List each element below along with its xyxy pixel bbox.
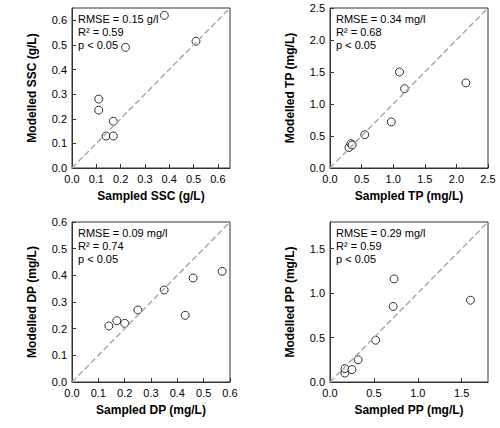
svg-text:R² = 0.59: R² = 0.59 bbox=[336, 240, 382, 252]
svg-text:Modelled DP (mg/L): Modelled DP (mg/L) bbox=[25, 246, 39, 358]
svg-text:0.4: 0.4 bbox=[52, 64, 67, 76]
svg-text:0.0: 0.0 bbox=[309, 162, 325, 174]
svg-text:0.4: 0.4 bbox=[52, 269, 67, 281]
svg-text:RMSE = 0.29 mg/l: RMSE = 0.29 mg/l bbox=[336, 227, 426, 239]
svg-text:2.5: 2.5 bbox=[310, 2, 325, 14]
svg-text:0.6: 0.6 bbox=[52, 216, 67, 228]
svg-text:1.5: 1.5 bbox=[310, 66, 325, 78]
svg-text:1.0: 1.0 bbox=[310, 287, 325, 299]
svg-text:p < 0.05: p < 0.05 bbox=[78, 253, 118, 265]
svg-text:Sampled SSC (g/L): Sampled SSC (g/L) bbox=[97, 189, 204, 203]
svg-text:2.5: 2.5 bbox=[480, 173, 495, 185]
svg-text:1.5: 1.5 bbox=[417, 173, 432, 185]
svg-text:1.0: 1.0 bbox=[410, 387, 425, 399]
svg-text:0.1: 0.1 bbox=[89, 173, 104, 185]
svg-text:2.0: 2.0 bbox=[310, 34, 325, 46]
svg-text:R² = 0.68: R² = 0.68 bbox=[336, 26, 382, 38]
svg-text:0.0: 0.0 bbox=[64, 387, 79, 399]
svg-text:R² = 0.74: R² = 0.74 bbox=[78, 240, 124, 252]
svg-text:0.1: 0.1 bbox=[91, 387, 106, 399]
svg-text:RMSE = 0.09 mg/l: RMSE = 0.09 mg/l bbox=[78, 227, 168, 239]
svg-text:2.0: 2.0 bbox=[449, 173, 464, 185]
svg-text:0.5: 0.5 bbox=[354, 173, 369, 185]
svg-text:0.0: 0.0 bbox=[309, 376, 325, 388]
svg-text:p < 0.05: p < 0.05 bbox=[336, 39, 376, 51]
svg-text:RMSE = 0.15 g/l: RMSE = 0.15 g/l bbox=[78, 13, 158, 25]
svg-text:0.5: 0.5 bbox=[196, 387, 211, 399]
svg-text:0.2: 0.2 bbox=[52, 113, 67, 125]
svg-text:0.3: 0.3 bbox=[52, 296, 67, 308]
svg-text:0.1: 0.1 bbox=[52, 349, 67, 361]
svg-text:1.0: 1.0 bbox=[386, 173, 401, 185]
svg-text:R² = 0.59: R² = 0.59 bbox=[78, 26, 124, 38]
svg-text:0.4: 0.4 bbox=[170, 387, 185, 399]
svg-text:0.0: 0.0 bbox=[322, 173, 337, 185]
svg-text:0.2: 0.2 bbox=[117, 387, 132, 399]
svg-text:0.5: 0.5 bbox=[52, 39, 67, 51]
svg-text:0.6: 0.6 bbox=[210, 173, 225, 185]
svg-text:1.0: 1.0 bbox=[310, 98, 325, 110]
svg-text:0.5: 0.5 bbox=[52, 243, 67, 255]
svg-text:Modelled PP (mg/L): Modelled PP (mg/L) bbox=[283, 246, 297, 357]
svg-text:0.1: 0.1 bbox=[52, 137, 67, 149]
svg-text:0.3: 0.3 bbox=[137, 173, 152, 185]
svg-text:0.5: 0.5 bbox=[186, 173, 201, 185]
svg-text:p < 0.05: p < 0.05 bbox=[78, 39, 118, 51]
svg-text:0.0: 0.0 bbox=[51, 376, 67, 388]
svg-text:0.6: 0.6 bbox=[52, 14, 67, 26]
svg-text:1.5: 1.5 bbox=[454, 387, 469, 399]
svg-text:0.5: 0.5 bbox=[366, 387, 381, 399]
svg-text:0.5: 0.5 bbox=[310, 130, 325, 142]
svg-text:p < 0.05: p < 0.05 bbox=[336, 253, 376, 265]
svg-text:Sampled PP (mg/L): Sampled PP (mg/L) bbox=[354, 403, 463, 417]
svg-text:0.0: 0.0 bbox=[51, 162, 67, 174]
svg-text:0.3: 0.3 bbox=[143, 387, 158, 399]
svg-text:0.5: 0.5 bbox=[310, 332, 325, 344]
svg-text:0.2: 0.2 bbox=[52, 323, 67, 335]
svg-text:0.0: 0.0 bbox=[64, 173, 79, 185]
svg-text:Modelled TP (mg/L): Modelled TP (mg/L) bbox=[283, 33, 297, 143]
svg-text:RMSE = 0.34 mg/l: RMSE = 0.34 mg/l bbox=[336, 13, 426, 25]
svg-text:0.2: 0.2 bbox=[113, 173, 128, 185]
svg-text:0.3: 0.3 bbox=[52, 88, 67, 100]
svg-text:0.0: 0.0 bbox=[322, 387, 337, 399]
svg-text:Sampled TP (mg/L): Sampled TP (mg/L) bbox=[355, 189, 463, 203]
svg-text:Modelled SSC (g/L): Modelled SSC (g/L) bbox=[25, 33, 39, 142]
svg-text:0.6: 0.6 bbox=[222, 387, 237, 399]
svg-text:1.5: 1.5 bbox=[310, 243, 325, 255]
svg-text:Sampled DP (mg/L): Sampled DP (mg/L) bbox=[96, 403, 206, 417]
svg-text:0.4: 0.4 bbox=[162, 173, 177, 185]
